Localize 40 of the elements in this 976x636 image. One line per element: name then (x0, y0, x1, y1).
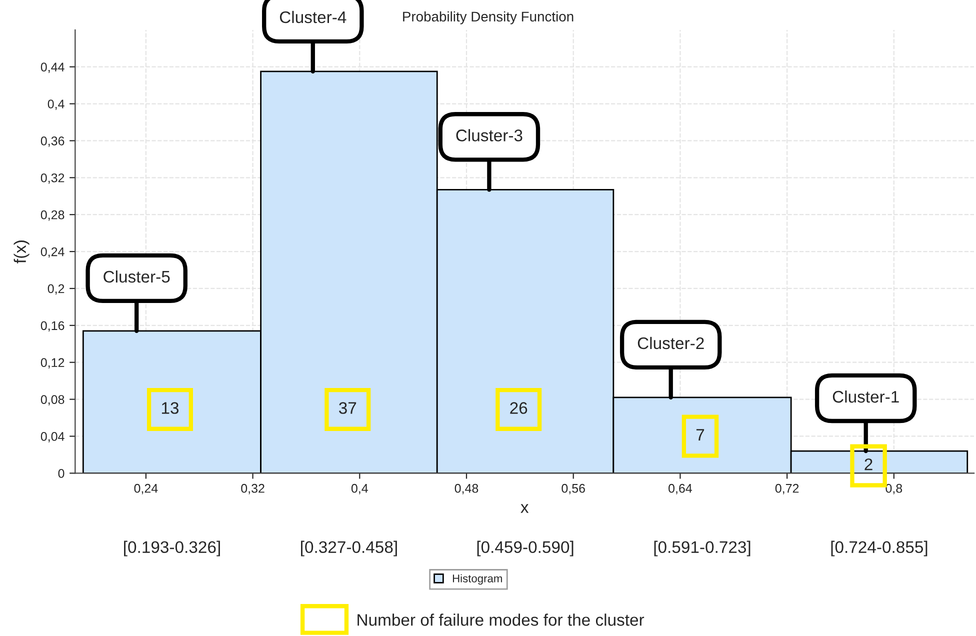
y-tick-label: 0,08 (40, 395, 64, 406)
x-tick-label: 0,24 (134, 484, 158, 494)
text: Number of failure modes for the cluster (358, 614, 644, 626)
y-tick-label: 0,44 (40, 62, 64, 73)
annotation: 7 (696, 429, 704, 441)
y-tick-label: 0,2 (48, 284, 64, 295)
x-tick-label: 0,8 (886, 484, 902, 494)
annotation: Cluster-4 (280, 10, 346, 24)
x-tick-label: 0,72 (775, 484, 799, 494)
y-tick-label: 0,24 (40, 247, 64, 258)
text: [0.193-0.326] (124, 540, 220, 556)
x-tick-label: 0,64 (668, 484, 692, 494)
legend-label: Histogram (452, 574, 502, 585)
y-tick-label: 0,16 (40, 321, 64, 332)
annotation: 26 (510, 402, 528, 414)
y-tick-label: 0,36 (40, 136, 64, 147)
annotation: 37 (338, 402, 356, 414)
x-tick-label: 0,32 (241, 484, 264, 494)
y-tick-label: 0,28 (40, 210, 64, 221)
annotation: Cluster-1 (832, 390, 899, 403)
y-tick-label: 0,04 (40, 432, 64, 442)
text: [0.459-0.590] (477, 540, 574, 556)
y-tick-label: 0,4 (48, 100, 64, 110)
x-tick-label: 0,48 (454, 484, 478, 494)
annotation: 13 (162, 402, 179, 414)
chart-title: Probability Density Function (403, 11, 574, 24)
y-tick-label: 0 (58, 468, 64, 478)
x-tick-label: 0,56 (562, 484, 585, 494)
annotation: Cluster-2 (638, 336, 704, 350)
annotation: Cluster-3 (456, 129, 522, 142)
x-tick-label: 0,4 (351, 484, 368, 494)
y-tick-label: 0,12 (40, 358, 64, 368)
text: [0.591-0.723] (654, 540, 750, 556)
text: [0.327-0.458] (301, 540, 397, 556)
y-axis-title: f(x) (14, 240, 30, 264)
x-axis-title: x (520, 504, 529, 513)
annotation: Cluster-5 (104, 270, 170, 283)
y-tick-label: 0,32 (40, 173, 64, 184)
text: [0.724-0.855] (831, 540, 928, 556)
annotation: 2 (864, 458, 872, 470)
